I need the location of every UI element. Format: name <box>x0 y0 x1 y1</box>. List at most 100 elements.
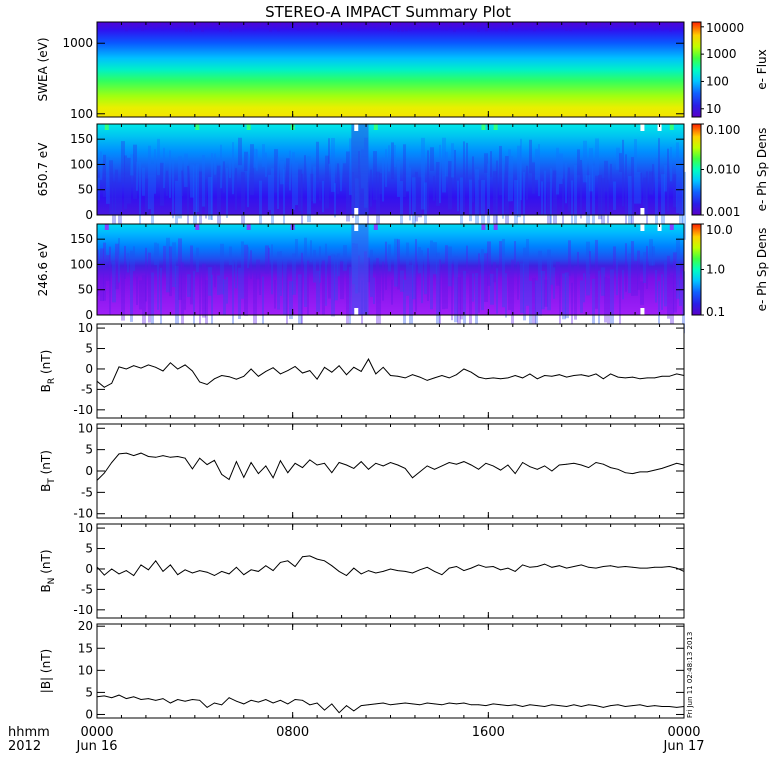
bmag-data-point <box>397 703 399 705</box>
bn-data-point <box>375 572 377 574</box>
br-data-point <box>346 374 347 376</box>
bmag-data-point <box>192 699 193 700</box>
data-gap-marker <box>354 308 359 315</box>
br-data-point <box>103 386 105 388</box>
spectrogram-texture <box>169 150 171 198</box>
bn-data-point <box>170 564 171 566</box>
spectrogram-texture <box>409 22 412 31</box>
bmag-data-point <box>404 702 406 704</box>
spectrogram-texture <box>502 238 505 308</box>
spectrogram-texture <box>472 273 474 302</box>
br-data-point <box>177 368 179 370</box>
spectrogram-texture <box>409 167 411 221</box>
bmag-data-point <box>463 702 465 704</box>
bmag-data-point <box>573 704 575 706</box>
bt-data-point <box>507 464 509 466</box>
bmag-data-point <box>602 707 604 708</box>
spectrogram-texture <box>598 270 600 331</box>
spectrogram-texture <box>499 241 502 271</box>
spectrogram-texture <box>406 242 409 296</box>
spectrogram-texture <box>538 250 542 316</box>
br-data-point <box>221 375 223 376</box>
bt-data-point <box>118 453 120 455</box>
spectrogram-texture <box>379 273 381 330</box>
spectrogram-texture <box>265 245 269 274</box>
spectrogram-texture <box>460 272 463 320</box>
spectrogram-texture <box>481 179 485 236</box>
spectrogram-texture <box>241 241 244 299</box>
spectrogram-texture <box>409 264 413 329</box>
bmag-data-point <box>617 704 619 706</box>
spectrogram-texture <box>250 144 254 195</box>
br-data-point <box>360 371 362 372</box>
spectrogram-texture <box>641 22 644 29</box>
colorbar-tick-label: 0.100 <box>706 123 740 137</box>
spectrogram-texture <box>568 240 571 276</box>
spectrogram-texture <box>430 147 434 171</box>
spectrogram-texture <box>280 160 284 185</box>
y-tick-label: -5 <box>81 485 93 499</box>
spectrogram-texture <box>293 22 296 29</box>
y-axis-label: |B| (nT) <box>39 649 53 693</box>
bmag-data-point <box>353 710 355 712</box>
bt-data-point <box>536 468 538 470</box>
spectrogram-texture <box>592 278 595 342</box>
bmag-data-point <box>125 698 127 699</box>
spectrogram-texture <box>670 146 672 182</box>
spectrogram-texture <box>151 163 154 231</box>
spectrogram-texture <box>673 174 677 208</box>
spectrogram-texture <box>622 269 624 300</box>
spectrogram-texture <box>244 151 248 171</box>
spectrogram-texture <box>679 279 682 306</box>
spectrogram-fleck <box>493 224 498 230</box>
spectrogram-texture <box>313 22 316 29</box>
spectrogram-texture <box>304 155 306 190</box>
spectrogram-fleck <box>104 124 109 130</box>
bn-data-point <box>243 574 245 576</box>
spectrogram-texture <box>616 259 618 296</box>
bn-data-point <box>324 560 325 562</box>
spectrogram-texture <box>124 155 127 210</box>
bmag-data-point <box>448 702 450 704</box>
spectrogram-texture <box>562 178 564 226</box>
spectrogram-texture <box>211 153 213 221</box>
spectrogram-texture <box>484 153 488 173</box>
br-data-point <box>529 373 531 375</box>
bt-data-point <box>214 459 215 461</box>
spectrogram-texture <box>165 22 168 27</box>
spectrogram-texture <box>517 261 519 300</box>
br-data-point <box>170 362 171 364</box>
spectrogram-texture <box>541 22 544 31</box>
bn-data-point <box>478 564 479 566</box>
spectrogram-texture <box>343 245 347 271</box>
spectrogram-texture <box>226 167 228 218</box>
spectrogram-texture <box>309 22 312 28</box>
bt-data-point <box>500 469 501 471</box>
bn-data-point <box>206 571 208 573</box>
spectrogram-texture <box>337 253 340 277</box>
spectrogram-fleck <box>481 124 486 130</box>
spectrogram-texture <box>571 180 573 234</box>
spectrogram-texture <box>403 144 406 198</box>
spectrogram-texture <box>333 22 336 30</box>
spectrogram-texture <box>538 144 540 197</box>
bt-data-point <box>588 467 589 468</box>
spectrogram-texture <box>448 246 452 287</box>
spectrogram-texture <box>304 237 307 307</box>
spectrogram-texture <box>190 245 193 305</box>
bmag-data-point <box>434 703 435 705</box>
bn-data-point <box>265 565 267 567</box>
spectrogram-texture <box>463 270 466 331</box>
br-data-point <box>536 378 538 380</box>
bmag-data-point <box>265 699 267 700</box>
y-tick-label: 10 <box>78 421 93 435</box>
spectrogram-texture <box>406 159 409 192</box>
spectrogram-texture <box>643 251 646 283</box>
bn-data-point <box>588 566 589 568</box>
spectrogram-texture <box>418 177 422 218</box>
spectrogram-texture <box>580 280 583 313</box>
spectrogram-texture <box>613 181 616 210</box>
spectrogram-texture <box>677 22 680 30</box>
bt-data-point <box>551 470 553 472</box>
